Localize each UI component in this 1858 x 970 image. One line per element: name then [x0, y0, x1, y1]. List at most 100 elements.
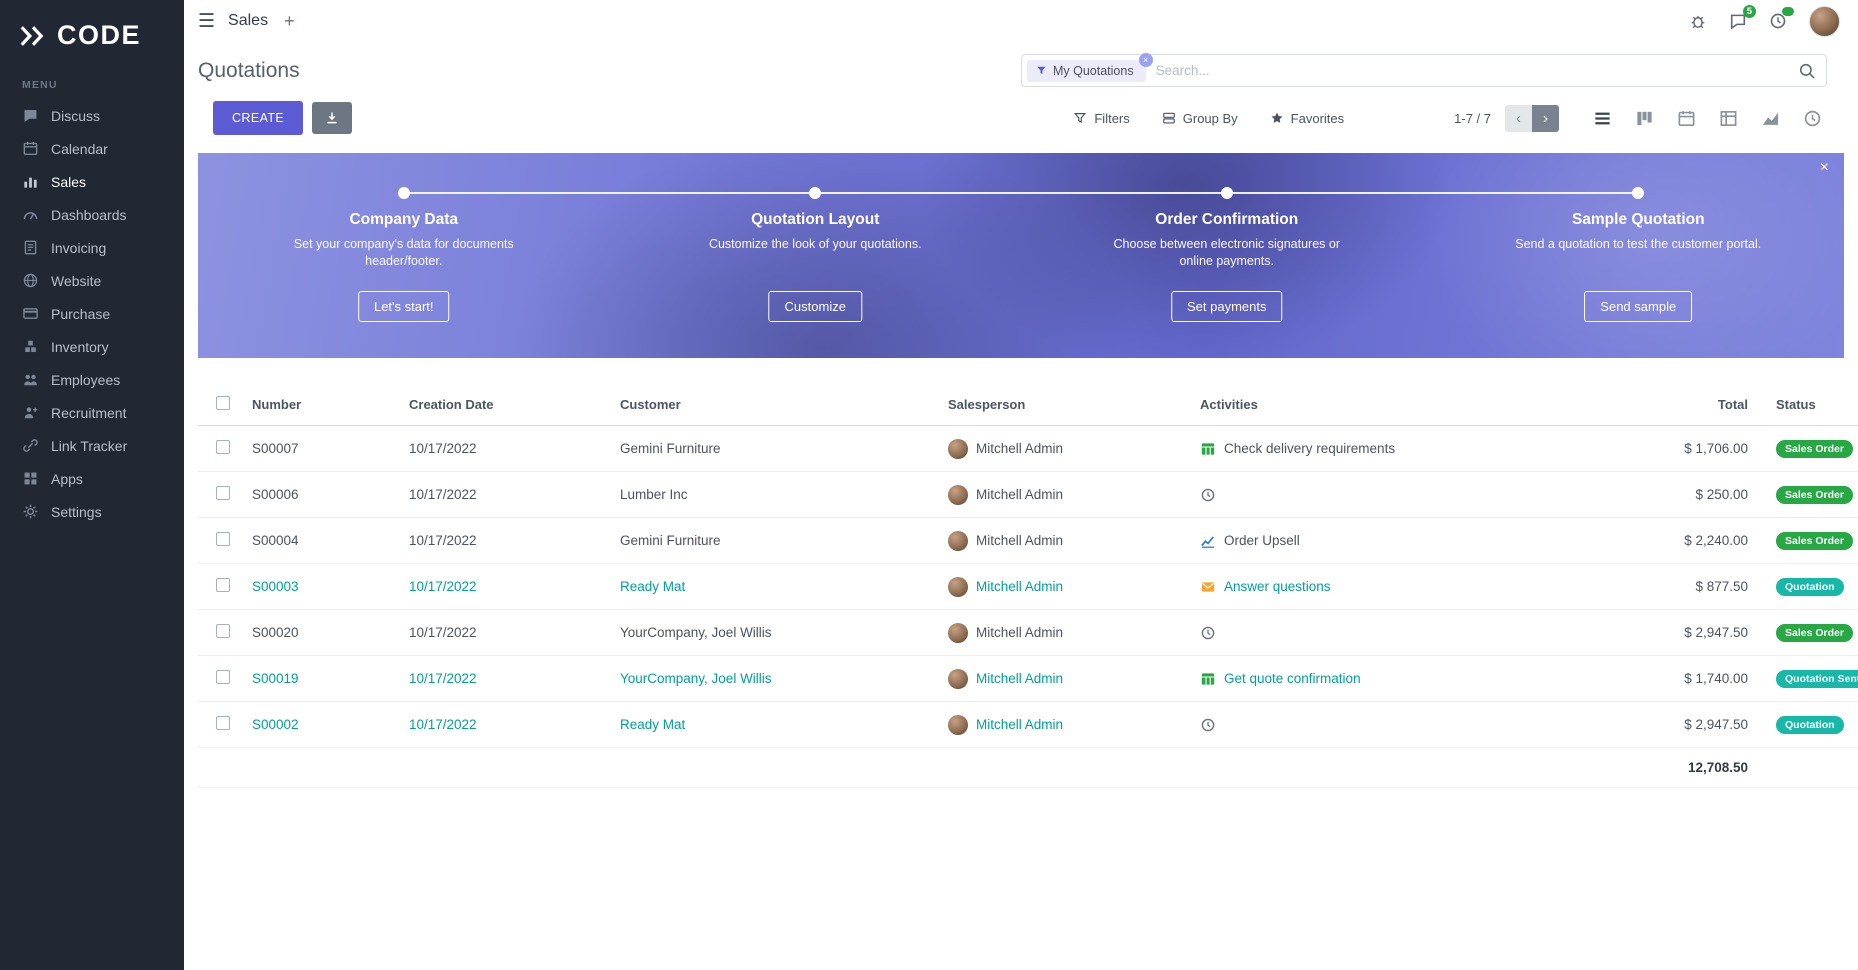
search-input[interactable]: [1155, 63, 1798, 78]
debug-bug-icon[interactable]: [1689, 12, 1707, 30]
table-body: S00007 10/17/2022 Gemini Furniture Mitch…: [198, 426, 1858, 748]
salesperson-avatar: [948, 576, 968, 597]
row-checkbox[interactable]: [216, 716, 230, 730]
sidebar-item-dashboards[interactable]: Dashboards: [0, 198, 184, 231]
table-row[interactable]: S00006 10/17/2022 Lumber Inc Mitchell Ad…: [198, 472, 1858, 518]
apps-icon: [22, 470, 39, 487]
step-title: Sample Quotation: [1571, 211, 1705, 228]
pager-previous-button[interactable]: ‹: [1505, 104, 1532, 132]
table-row[interactable]: S00019 10/17/2022 YourCompany, Joel Will…: [198, 656, 1858, 702]
row-checkbox[interactable]: [216, 624, 230, 638]
column-header-status[interactable]: Status: [1776, 397, 1816, 412]
lets-start-button[interactable]: Let's start!: [357, 291, 450, 322]
row-activity[interactable]: Check delivery requirements: [1200, 441, 1500, 457]
pivot-view-icon[interactable]: [1719, 109, 1738, 128]
send-sample-button[interactable]: Send sample: [1584, 291, 1693, 322]
search-filter-chip[interactable]: My Quotations ×: [1027, 52, 1153, 82]
sidebar-item-discuss[interactable]: Discuss: [0, 99, 184, 132]
row-number[interactable]: S00020: [252, 625, 299, 640]
row-total: $ 1,740.00: [1684, 671, 1748, 686]
sidebar-item-invoicing[interactable]: Invoicing: [0, 231, 184, 264]
spreadsheet-icon: [1200, 441, 1216, 457]
row-number[interactable]: S00002: [252, 717, 299, 732]
new-tab-button[interactable]: +: [284, 10, 295, 31]
table-row[interactable]: S00007 10/17/2022 Gemini Furniture Mitch…: [198, 426, 1858, 472]
graph-view-icon[interactable]: [1761, 109, 1780, 128]
table-row[interactable]: S00003 10/17/2022 Ready Mat Mitchell Adm…: [198, 564, 1858, 610]
messages-icon[interactable]: 5: [1729, 5, 1756, 30]
calendar-view-icon[interactable]: [1677, 109, 1696, 128]
sidebar-item-apps[interactable]: Apps: [0, 462, 184, 495]
export-button[interactable]: [312, 102, 353, 134]
favorites-button[interactable]: Favorites: [1270, 111, 1344, 126]
row-checkbox[interactable]: [216, 486, 230, 500]
sidebar-item-recruitment[interactable]: Recruitment: [0, 396, 184, 429]
row-customer: Ready Mat: [620, 579, 686, 594]
logo-icon: [20, 25, 44, 46]
table-row[interactable]: S00020 10/17/2022 YourCompany, Joel Will…: [198, 610, 1858, 656]
row-activity[interactable]: Order Upsell: [1200, 533, 1500, 549]
onboarding-banner: × Company Data Set your company's data f…: [198, 153, 1844, 358]
pager-next-button[interactable]: ›: [1532, 104, 1559, 132]
row-number[interactable]: S00007: [252, 441, 299, 456]
table-row[interactable]: S00002 10/17/2022 Ready Mat Mitchell Adm…: [198, 702, 1858, 748]
list-view-icon[interactable]: [1593, 109, 1612, 128]
column-header-activities[interactable]: Activities: [1200, 397, 1258, 412]
row-activity[interactable]: [1200, 487, 1500, 503]
set-payments-button[interactable]: Set payments: [1171, 291, 1283, 322]
activity-label: Check delivery requirements: [1224, 441, 1396, 456]
sidebar-item-label: Dashboards: [51, 206, 127, 223]
column-header-salesperson[interactable]: Salesperson: [948, 397, 1026, 412]
row-creation-date: 10/17/2022: [409, 671, 477, 686]
group-by-button[interactable]: Group By: [1162, 111, 1238, 126]
row-number[interactable]: S00006: [252, 487, 299, 502]
column-header-customer[interactable]: Customer: [620, 397, 681, 412]
row-number[interactable]: S00003: [252, 579, 299, 594]
activities-clock-icon[interactable]: [1769, 7, 1794, 30]
row-customer: YourCompany, Joel Willis: [620, 671, 772, 686]
table-footer: 12,708.50: [198, 748, 1858, 788]
row-number[interactable]: S00019: [252, 671, 299, 686]
chart-icon: [1200, 533, 1216, 549]
row-checkbox[interactable]: [216, 670, 230, 684]
sidebar-item-website[interactable]: Website: [0, 264, 184, 297]
salesperson-avatar: [948, 714, 968, 735]
table-row[interactable]: S00004 10/17/2022 Gemini Furniture Mitch…: [198, 518, 1858, 564]
current-app-name[interactable]: Sales: [228, 12, 269, 29]
user-avatar[interactable]: [1809, 5, 1840, 37]
activity-view-icon[interactable]: [1803, 109, 1822, 128]
row-activity[interactable]: [1200, 625, 1500, 641]
row-checkbox[interactable]: [216, 578, 230, 592]
column-header-total[interactable]: Total: [1717, 397, 1748, 412]
banner-close-icon[interactable]: ×: [1819, 159, 1829, 176]
create-button[interactable]: CREATE: [213, 101, 304, 135]
row-number[interactable]: S00004: [252, 533, 299, 548]
column-header-number[interactable]: Number: [252, 397, 302, 412]
column-header-creation-date[interactable]: Creation Date: [409, 397, 494, 412]
salesperson-name: Mitchell Admin: [976, 533, 1064, 548]
sidebar-item-employees[interactable]: Employees: [0, 363, 184, 396]
activity-label: Get quote confirmation: [1224, 671, 1361, 686]
filters-button[interactable]: Filters: [1073, 111, 1130, 126]
search-bar[interactable]: My Quotations ×: [1021, 52, 1827, 87]
sidebar-item-inventory[interactable]: Inventory: [0, 330, 184, 363]
hamburger-menu-icon[interactable]: ☰: [198, 10, 216, 32]
search-icon[interactable]: [1798, 62, 1816, 80]
sidebar-item-purchase[interactable]: Purchase: [0, 297, 184, 330]
select-all-checkbox[interactable]: [216, 396, 230, 410]
sidebar-item-settings[interactable]: Settings: [0, 495, 184, 528]
row-checkbox[interactable]: [216, 532, 230, 546]
step-description: Choose between electronic signatures or …: [1113, 237, 1341, 268]
row-checkbox[interactable]: [216, 440, 230, 454]
customize-button[interactable]: Customize: [768, 291, 862, 322]
sidebar-item-sales[interactable]: Sales: [0, 165, 184, 198]
sidebar-menu: Discuss Calendar Sales Dashboards Invoic…: [0, 99, 184, 528]
row-activity[interactable]: Get quote confirmation: [1200, 671, 1500, 687]
sidebar-item-link-tracker[interactable]: Link Tracker: [0, 429, 184, 462]
remove-filter-icon[interactable]: ×: [1138, 52, 1153, 67]
row-activity[interactable]: Answer questions: [1200, 579, 1500, 595]
logo-text: CODE: [57, 20, 142, 50]
sidebar-item-calendar[interactable]: Calendar: [0, 132, 184, 165]
row-activity[interactable]: [1200, 717, 1500, 733]
kanban-view-icon[interactable]: [1635, 109, 1654, 128]
